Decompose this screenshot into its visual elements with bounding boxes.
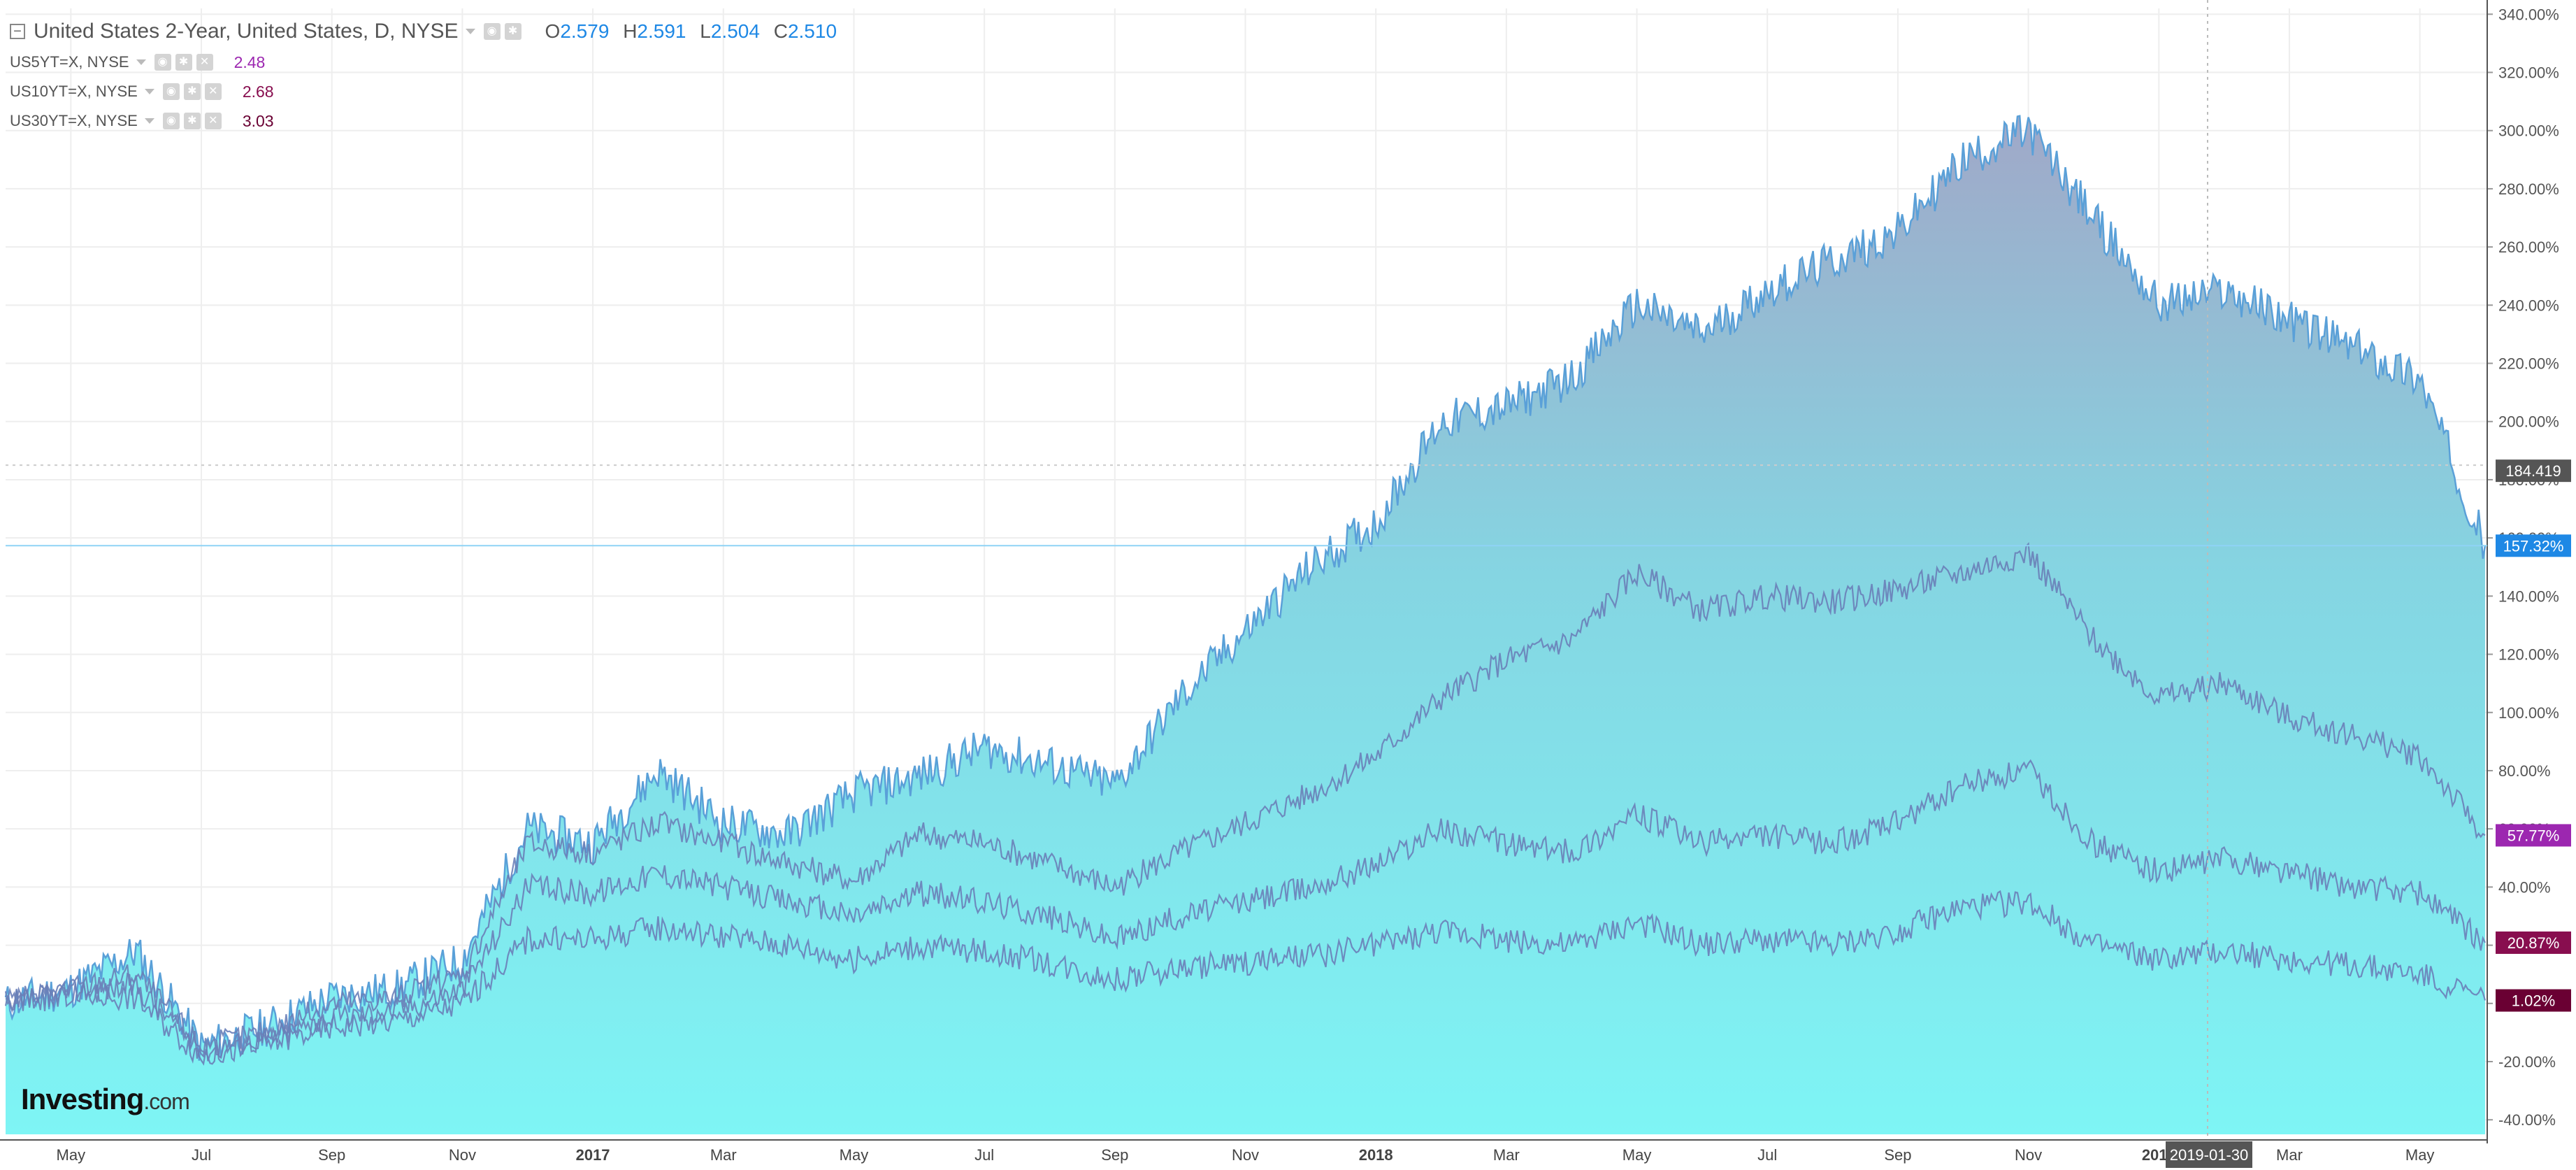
y-tick-label: 200.00%: [2498, 413, 2559, 431]
y-tick-label: 280.00%: [2498, 180, 2559, 198]
close-value: 2.510: [787, 20, 837, 42]
close-key: C: [773, 20, 788, 42]
x-tick-label: Jul: [1757, 1146, 1777, 1164]
logo-name: Investing: [21, 1083, 144, 1115]
x-tick-label: May: [2405, 1146, 2435, 1164]
x-tick-label: Jul: [192, 1146, 211, 1164]
x-tick-label: Mar: [710, 1146, 737, 1164]
x-tick-label: Nov: [1232, 1146, 1259, 1164]
legend-overlay-row: US5YT=X, NYSE ◉ ✱ ✕ 2.48: [10, 48, 837, 77]
y-tick-label: 40.00%: [2498, 878, 2551, 896]
last-value-labels: 184.419 157.32% 57.77% 20.87% 1.02% 2019-01-3…: [2166, 459, 2571, 1168]
overlay-value: 2.68: [242, 82, 274, 101]
legend-overlay-row: US10YT=X, NYSE ◉ ✱ ✕ 2.68: [10, 77, 837, 106]
last-value-label-bg: [2496, 989, 2571, 1012]
x-tick-label: 2017: [576, 1146, 610, 1164]
low-value: 2.504: [710, 20, 760, 42]
x-tick-label: May: [840, 1146, 869, 1164]
series-lines: [4, 115, 2487, 1061]
y-tick-label: 340.00%: [2498, 6, 2559, 23]
close-icon[interactable]: ✕: [196, 54, 213, 71]
price-line-label-bg: [2496, 459, 2571, 483]
y-tick-label: -20.00%: [2498, 1053, 2556, 1071]
low-key: L: [700, 20, 711, 42]
ohlc-values: O2.579 H2.591 L2.504 C2.510: [537, 20, 837, 43]
series-line-us10y: [5, 759, 2486, 1062]
x-tick-label: Sep: [318, 1146, 345, 1164]
last-value-label: 1.02%: [2512, 992, 2555, 1010]
y-tick-label: 220.00%: [2498, 355, 2559, 373]
y-tick-label: 300.00%: [2498, 122, 2559, 140]
series-line-us2y: [4, 115, 2487, 1061]
gear-icon[interactable]: ✱: [183, 113, 201, 129]
crosshair-label-bg: [2166, 1141, 2252, 1168]
legend-main-row: − United States 2-Year, United States, D…: [10, 15, 837, 48]
x-tick-label: Nov: [449, 1146, 476, 1164]
eye-icon[interactable]: ◉: [154, 54, 171, 71]
high-value: 2.591: [637, 20, 686, 42]
last-value-label: 20.87%: [2507, 934, 2560, 952]
y-tick-label: -40.00%: [2498, 1111, 2556, 1129]
x-tick-label: May: [1622, 1146, 1652, 1164]
chevron-down-icon[interactable]: [136, 59, 146, 65]
last-value-label: 57.77%: [2507, 827, 2560, 844]
y-tick-label: 100.00%: [2498, 704, 2559, 722]
last-value-label: 157.32%: [2503, 537, 2564, 555]
legend: − United States 2-Year, United States, D…: [10, 15, 837, 136]
x-tick-label: Jul: [974, 1146, 994, 1164]
investing-logo: Investing.com: [21, 1083, 190, 1116]
chevron-down-icon[interactable]: [144, 89, 154, 94]
close-icon[interactable]: ✕: [204, 113, 222, 129]
eye-icon[interactable]: ◉: [483, 23, 501, 40]
y-tick-label: 80.00%: [2498, 762, 2551, 780]
overlay-symbol-label[interactable]: US30YT=X, NYSE: [10, 112, 138, 129]
x-tick-label: Nov: [2015, 1146, 2042, 1164]
x-tick-label: Mar: [1493, 1146, 1520, 1164]
crosshair-date-label: 2019-01-30: [2170, 1146, 2249, 1164]
overlay-value: 2.48: [233, 52, 266, 71]
open-key: O: [545, 20, 561, 42]
axes: [0, 0, 2488, 1143]
x-tick-label: 2018: [1359, 1146, 1393, 1164]
gear-icon[interactable]: ✱: [175, 54, 192, 71]
open-value: 2.579: [560, 20, 610, 42]
y-tick-label: 120.00%: [2498, 646, 2559, 664]
high-key: H: [623, 20, 638, 42]
main-symbol-label[interactable]: United States 2-Year, United States, D, …: [34, 20, 459, 43]
chevron-down-icon[interactable]: [144, 118, 154, 124]
y-tick-label: 320.00%: [2498, 64, 2559, 82]
x-axis-labels: May Jul Sep Nov 2017 Mar May Jul Sep Nov 2018 Mar Ma…: [57, 1146, 2435, 1164]
last-value-label-bg: [2496, 534, 2571, 557]
eye-icon[interactable]: ◉: [162, 113, 180, 129]
eye-icon[interactable]: ◉: [162, 83, 180, 100]
y-tick-label: 240.00%: [2498, 297, 2559, 314]
last-value-label-bg: [2496, 931, 2571, 954]
price-line-label: 184.419: [2505, 462, 2561, 480]
overlay-symbol-label[interactable]: US10YT=X, NYSE: [10, 83, 138, 100]
last-value-label-bg: [2496, 824, 2571, 847]
close-icon[interactable]: ✕: [204, 83, 222, 100]
overlay-symbol-label[interactable]: US5YT=X, NYSE: [10, 53, 129, 71]
gear-icon[interactable]: ✱: [504, 23, 521, 40]
logo-suffix: .com: [143, 1089, 189, 1114]
x-tick-label: Mar: [2276, 1146, 2303, 1164]
chevron-down-icon[interactable]: [465, 29, 475, 34]
gear-icon[interactable]: ✱: [183, 83, 201, 100]
series-line-us30y: [4, 890, 2487, 1066]
x-tick-label: Sep: [1101, 1146, 1128, 1164]
series-line-us5y: [4, 542, 2486, 1056]
legend-overlay-row: US30YT=X, NYSE ◉ ✱ ✕ 3.03: [10, 106, 837, 136]
collapse-icon[interactable]: −: [10, 24, 25, 39]
overlay-lines: [4, 542, 2487, 1066]
y-tick-label: 260.00%: [2498, 238, 2559, 256]
y-axis-labels: 340.00% 320.00% 300.00% 280.00% 260.00% 240.0…: [2498, 6, 2559, 1129]
main-series-area: [6, 115, 2485, 1134]
x-tick-label: Sep: [1884, 1146, 1911, 1164]
overlay-value: 3.03: [242, 111, 274, 130]
y-tick-label: 140.00%: [2498, 587, 2559, 605]
x-tick-label: May: [57, 1146, 86, 1164]
